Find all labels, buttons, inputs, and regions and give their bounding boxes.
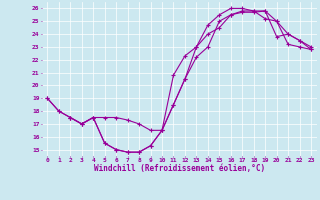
X-axis label: Windchill (Refroidissement éolien,°C): Windchill (Refroidissement éolien,°C) xyxy=(94,164,265,173)
